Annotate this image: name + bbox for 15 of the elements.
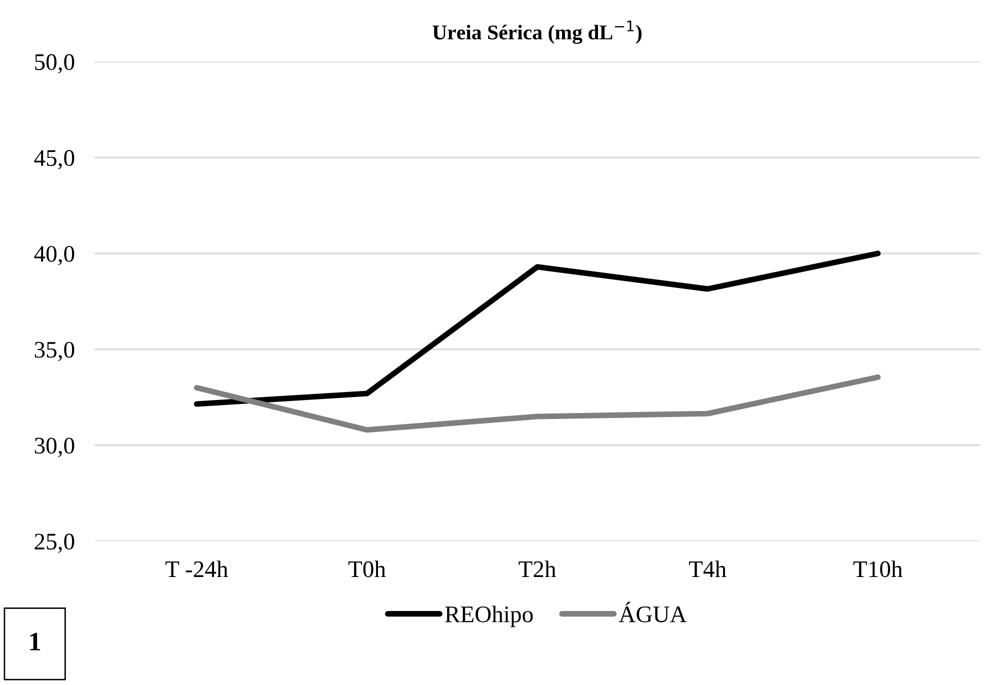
y-tick-label: 40,0	[34, 246, 74, 266]
legend-label: ÁGUA	[618, 602, 687, 622]
y-tick-label: 50,0	[35, 54, 74, 74]
x-tick-label: T10h	[853, 560, 903, 578]
y-tick-label: 25,0	[34, 534, 74, 553]
chart-title: Ureia Sérica (mg dL$^{−1}$)	[432, 20, 642, 44]
text: 1	[30, 632, 40, 650]
x-tick-label: T2h	[518, 560, 556, 577]
y-tick-label: 45,0	[34, 150, 74, 170]
x-tick-label: T0h	[348, 560, 386, 578]
x-tick-label: T4h	[689, 560, 726, 577]
y-tick-label: 35,0	[34, 342, 74, 362]
y-tick-label: 30,0	[34, 438, 74, 458]
x-tick-label: T -24h	[166, 560, 228, 577]
legend-label: REOhipo	[445, 606, 533, 628]
